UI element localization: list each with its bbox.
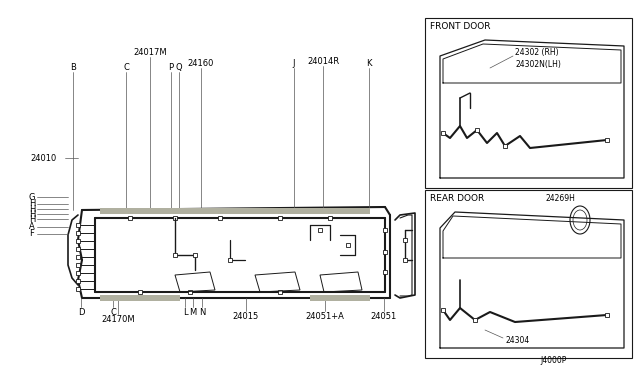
Text: H: H — [29, 205, 35, 214]
Text: F: F — [29, 229, 34, 238]
Bar — [76, 263, 80, 267]
Text: 24302 (RH): 24302 (RH) — [515, 48, 559, 57]
Bar — [100, 295, 180, 301]
Bar — [441, 131, 445, 135]
Text: G: G — [29, 193, 35, 202]
Bar — [473, 318, 477, 322]
Text: C: C — [110, 308, 116, 317]
Bar — [218, 216, 222, 220]
Bar — [278, 216, 282, 220]
Text: REAR DOOR: REAR DOOR — [430, 194, 484, 203]
Text: J: J — [292, 59, 295, 68]
Text: 24302N(LH): 24302N(LH) — [515, 60, 561, 69]
Text: B: B — [70, 63, 76, 72]
Bar — [76, 279, 80, 283]
Text: 24269H: 24269H — [545, 194, 575, 203]
Bar — [441, 308, 445, 312]
Bar — [318, 228, 322, 232]
Bar — [383, 228, 387, 232]
Text: 24304: 24304 — [505, 336, 529, 345]
Bar — [76, 223, 80, 227]
Bar — [76, 231, 80, 235]
Bar — [76, 271, 80, 275]
Text: J4000P: J4000P — [540, 356, 566, 365]
Text: 24010: 24010 — [30, 154, 56, 163]
Text: P: P — [168, 63, 173, 72]
Bar — [76, 247, 80, 251]
Text: FRONT DOOR: FRONT DOOR — [430, 22, 490, 31]
Text: 24160: 24160 — [188, 59, 214, 68]
Text: 24014R: 24014R — [307, 57, 339, 66]
Bar — [310, 295, 370, 301]
Text: 24051+A: 24051+A — [305, 312, 344, 321]
Bar — [100, 208, 370, 214]
Bar — [475, 128, 479, 132]
Text: K: K — [366, 59, 372, 68]
Bar — [403, 258, 407, 262]
Text: N: N — [199, 308, 205, 317]
Text: D: D — [77, 308, 84, 317]
Text: Q: Q — [176, 63, 182, 72]
Text: 24170M: 24170M — [101, 315, 135, 324]
Bar — [328, 216, 332, 220]
Bar — [425, 190, 632, 358]
Text: L: L — [182, 308, 188, 317]
Bar — [76, 255, 80, 259]
Bar — [605, 138, 609, 142]
Bar — [403, 238, 407, 242]
Bar — [138, 290, 142, 294]
Bar — [346, 243, 349, 247]
Bar — [76, 287, 80, 291]
Text: H: H — [29, 199, 35, 208]
Text: C: C — [123, 63, 129, 72]
Bar — [383, 250, 387, 254]
Text: 24051: 24051 — [371, 312, 397, 321]
Text: M: M — [189, 308, 196, 317]
Text: H: H — [29, 210, 35, 219]
Text: 24017M: 24017M — [133, 48, 167, 57]
Bar — [605, 313, 609, 317]
Bar — [228, 258, 232, 262]
Text: 24015: 24015 — [233, 312, 259, 321]
Bar — [173, 216, 177, 220]
Bar — [76, 239, 80, 243]
Bar — [193, 253, 197, 257]
Bar — [383, 270, 387, 274]
Bar — [188, 290, 192, 294]
Bar — [425, 18, 632, 188]
Bar — [278, 290, 282, 294]
Bar — [503, 144, 507, 148]
Text: H: H — [29, 215, 35, 224]
Bar — [173, 253, 177, 257]
Text: A: A — [29, 222, 35, 231]
Bar — [128, 216, 132, 220]
